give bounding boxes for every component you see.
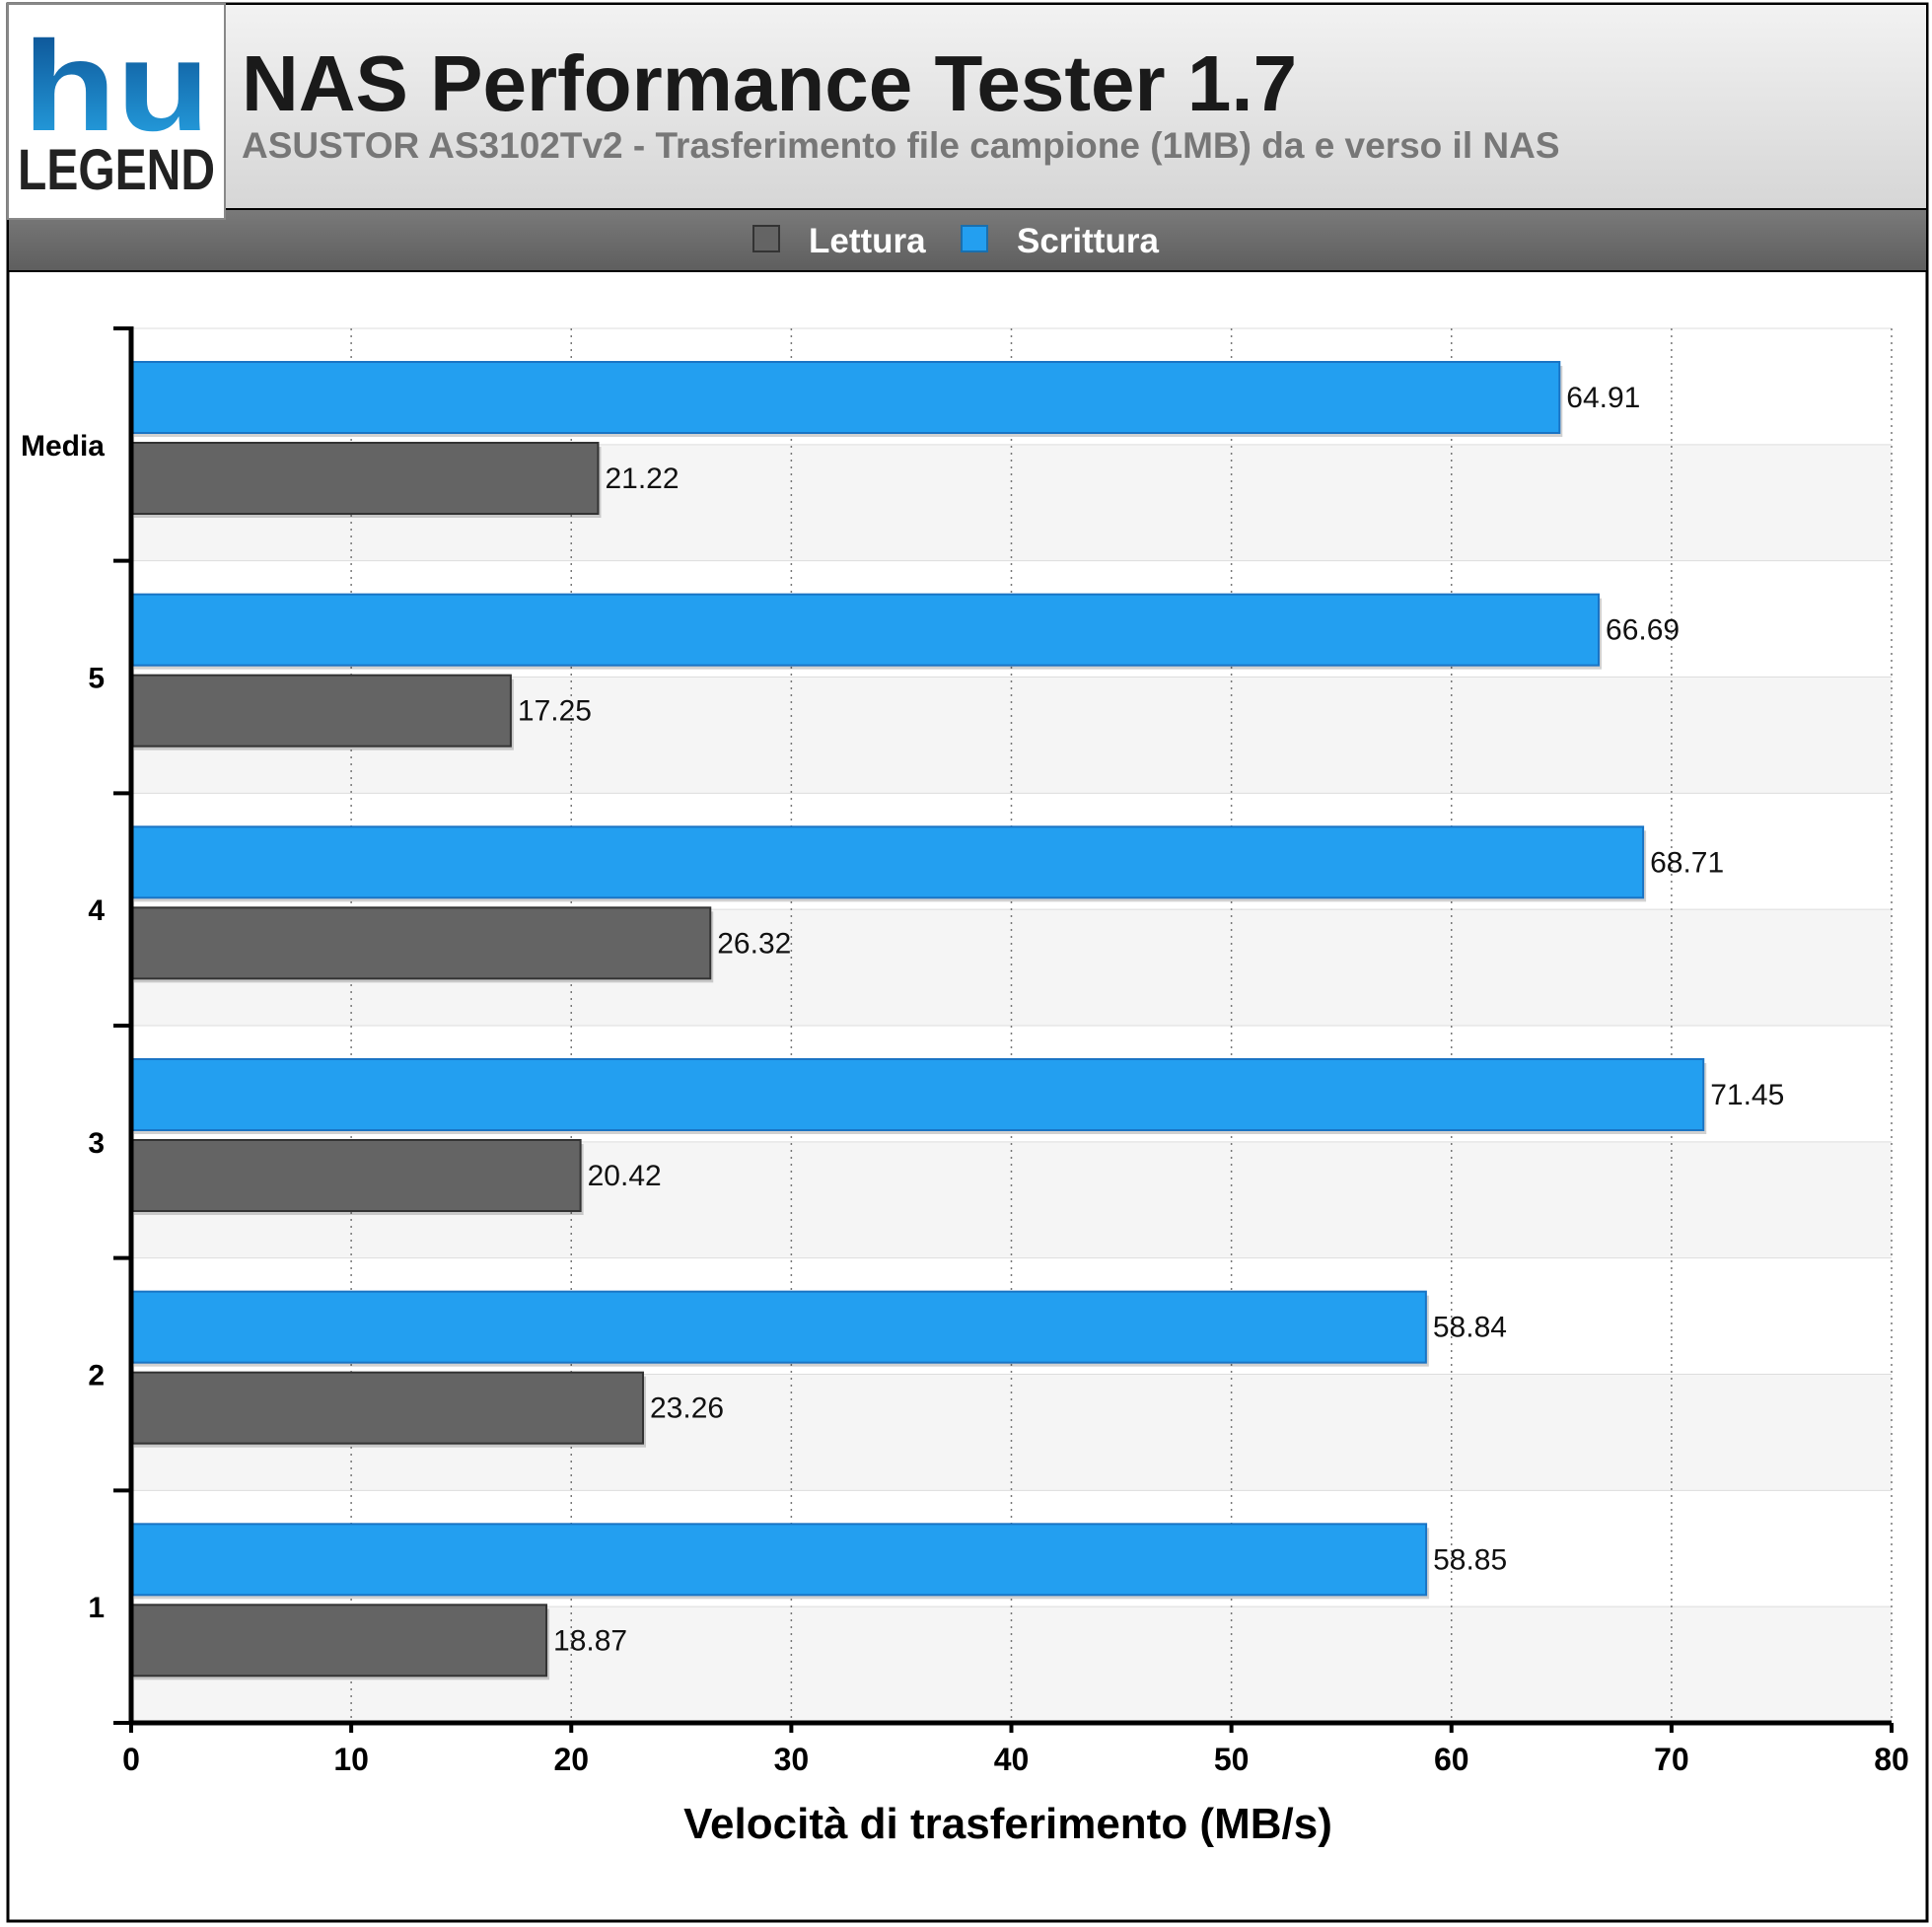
value-label-lettura: 23.26 xyxy=(650,1392,724,1425)
bar-lettura-3 xyxy=(130,1139,582,1212)
bar-lettura-1 xyxy=(130,1604,548,1677)
y-tick-labels: Media 5 4 3 2 1 xyxy=(21,430,105,1624)
legend-swatch-lettura xyxy=(752,225,780,252)
y-tick-label: Media xyxy=(21,430,105,463)
x-tick-label: 70 xyxy=(1654,1742,1689,1777)
y-tick-label: 5 xyxy=(88,663,105,695)
logo: hu LEGEND xyxy=(7,3,226,220)
x-tick-label: 50 xyxy=(1214,1742,1250,1777)
y-tick-label: 4 xyxy=(88,894,105,927)
x-tick-label: 20 xyxy=(553,1742,589,1777)
x-tick-labels: 0 10 20 30 40 50 60 70 80 xyxy=(122,1742,1909,1777)
header-band xyxy=(7,3,1928,210)
logo-mark: hu xyxy=(23,14,210,158)
grid-lines xyxy=(131,327,1893,1723)
logo-box xyxy=(7,3,226,220)
value-label-scrittura: 58.84 xyxy=(1433,1312,1507,1344)
page-title: NAS Performance Tester 1.7 xyxy=(242,39,1297,127)
y-tick-label: 2 xyxy=(88,1360,105,1392)
logo-word: LEGEND xyxy=(18,138,215,202)
bar-scrittura-4 xyxy=(130,825,1645,899)
bar-lettura-2 xyxy=(130,1371,644,1445)
x-tick-label: 10 xyxy=(333,1742,369,1777)
bar-scrittura-1 xyxy=(130,1523,1428,1597)
bar-scrittura-media xyxy=(130,361,1561,434)
x-tick-label: 80 xyxy=(1874,1742,1909,1777)
x-axis-label: Velocità di trasferimento (MB/s) xyxy=(683,1800,1332,1848)
legend-label-scrittura: Scrittura xyxy=(1017,222,1159,260)
value-label-lettura: 21.22 xyxy=(605,463,679,495)
bar-lettura-4 xyxy=(130,906,712,980)
legend-swatch-scrittura xyxy=(961,225,988,252)
legend-label-lettura: Lettura xyxy=(809,222,926,260)
value-label-scrittura: 66.69 xyxy=(1606,614,1680,647)
x-tick-label: 30 xyxy=(774,1742,810,1777)
bar-scrittura-3 xyxy=(130,1058,1705,1131)
bar-scrittura-5 xyxy=(130,593,1601,667)
value-label-scrittura: 58.85 xyxy=(1433,1543,1507,1576)
bar-lettura-media xyxy=(130,442,600,515)
legend: Lettura Scrittura xyxy=(752,222,1159,260)
value-label-lettura: 26.32 xyxy=(717,927,791,960)
axes xyxy=(113,326,1894,1733)
x-tick-label: 60 xyxy=(1434,1742,1469,1777)
value-label-scrittura: 64.91 xyxy=(1566,382,1640,414)
y-tick-label: 1 xyxy=(88,1592,105,1624)
value-labels: 64.91 21.22 66.69 17.25 68.71 26.32 71.45 20.42… xyxy=(518,382,1784,1657)
x-tick-label: 40 xyxy=(994,1742,1030,1777)
value-label-lettura: 17.25 xyxy=(518,695,592,728)
bars xyxy=(130,361,1707,1680)
bar-lettura-5 xyxy=(130,674,512,748)
value-label-lettura: 20.42 xyxy=(588,1160,662,1192)
bar-scrittura-2 xyxy=(130,1290,1427,1364)
y-tick-label: 3 xyxy=(88,1127,105,1160)
page-subtitle: ASUSTOR AS3102Tv2 - Trasferimento file c… xyxy=(242,125,1560,166)
value-label-scrittura: 68.71 xyxy=(1650,846,1724,879)
value-label-scrittura: 71.45 xyxy=(1710,1079,1784,1111)
x-tick-label: 0 xyxy=(122,1742,140,1777)
value-label-lettura: 18.87 xyxy=(553,1624,627,1657)
